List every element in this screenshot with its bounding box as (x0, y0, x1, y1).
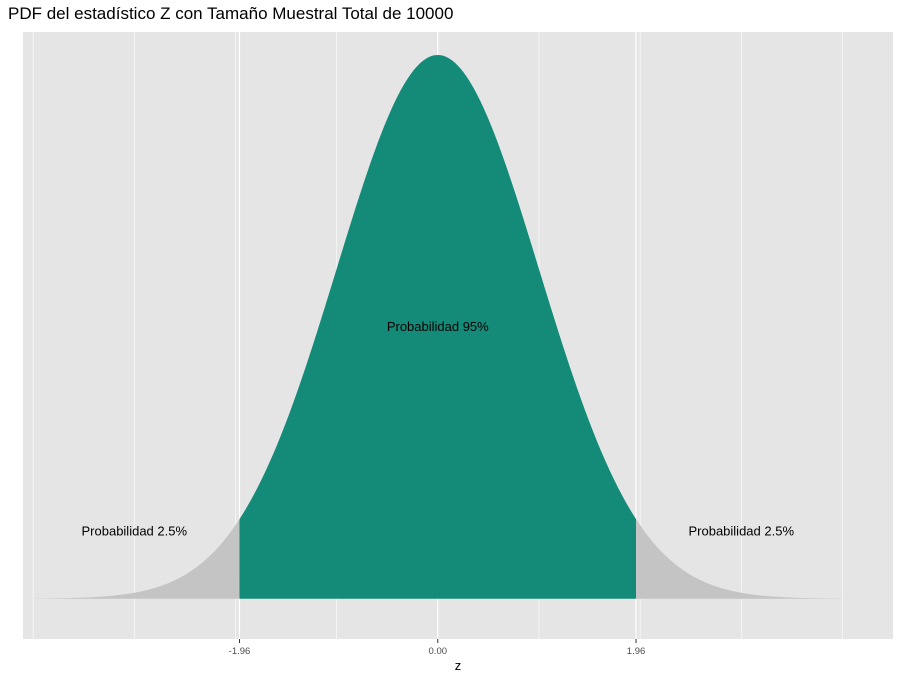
annotations: Probabilidad 2.5% Probabilidad 95% Probabi… (82, 319, 795, 538)
area-left-tail (33, 519, 240, 599)
density-areas (33, 54, 843, 599)
x-tick-label: -1.96 (229, 646, 251, 657)
annotation-label: Probabilidad 2.5% (82, 524, 188, 539)
chart-title: PDF del estadístico Z con Tamaño Muestra… (8, 4, 454, 23)
x-axis-ticks: -1.96 0.00 1.96 (229, 639, 646, 657)
area-center (239, 54, 637, 599)
area-right-tail (636, 519, 843, 599)
annotation-label: Probabilidad 2.5% (688, 524, 794, 539)
x-axis-label: z (455, 658, 462, 673)
x-tick-label: 0.00 (429, 646, 448, 657)
x-tick-label: 1.96 (627, 646, 646, 657)
annotation-label: Probabilidad 95% (387, 319, 489, 334)
